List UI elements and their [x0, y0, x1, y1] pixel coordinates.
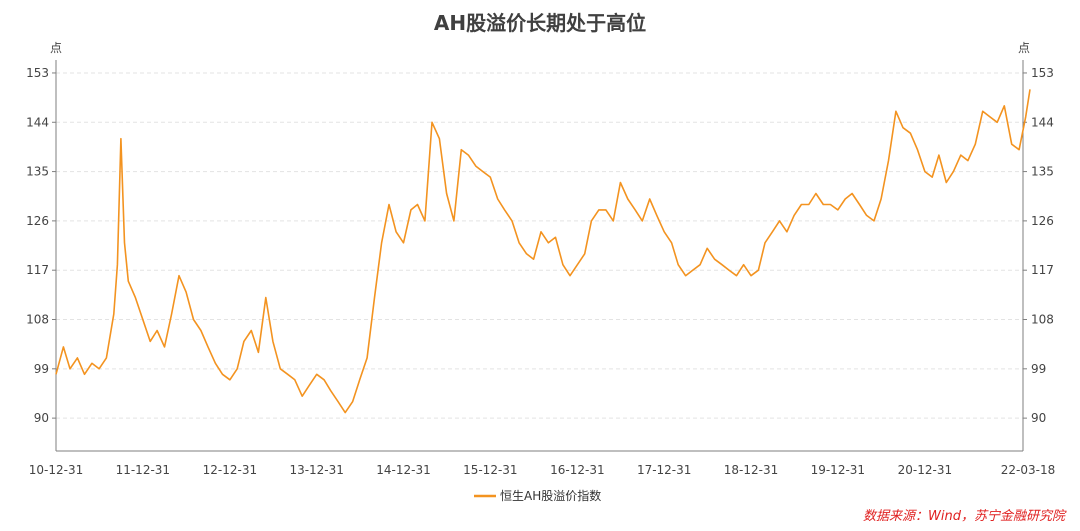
y-tick-label-right: 126: [1031, 214, 1054, 228]
x-tick-label: 17-12-31: [637, 463, 691, 477]
y-tick-label-right: 135: [1031, 165, 1054, 179]
legend-label: 恒生AH股溢价指数: [500, 488, 601, 503]
x-tick-label: 12-12-31: [203, 463, 257, 477]
axes: 90 90 99 99 108 108 117 117 126 126 135 135 144 144 15…: [26, 60, 1055, 477]
y-unit-left: 点: [50, 41, 62, 55]
series-layer: [55, 89, 1031, 414]
series-line-ah-premium: [55, 89, 1031, 414]
y-tick-label-right: 144: [1031, 115, 1054, 129]
y-tick-label-right: 99: [1031, 362, 1046, 376]
chart-title: AH股溢价长期处于高位: [434, 11, 646, 35]
y-tick-label-left: 99: [34, 362, 49, 376]
grid-lines: [56, 72, 1023, 419]
y-tick-label-right: 153: [1031, 66, 1054, 80]
y-tick-label-left: 117: [26, 263, 49, 277]
x-tick-label: 15-12-31: [463, 463, 517, 477]
x-tick-label: 10-12-31: [29, 463, 83, 477]
y-tick-label-left: 153: [26, 66, 49, 80]
x-tick-label: 16-12-31: [550, 463, 604, 477]
y-tick-label-left: 135: [26, 165, 49, 179]
y-tick-label-right: 90: [1031, 411, 1046, 425]
y-tick-label-left: 126: [26, 214, 49, 228]
y-tick-label-left: 90: [34, 411, 49, 425]
x-tick-label: 13-12-31: [289, 463, 343, 477]
y-tick-label-left: 144: [26, 115, 49, 129]
y-tick-label-right: 117: [1031, 263, 1054, 277]
source-note: 数据来源：Wind，苏宁金融研究院: [863, 508, 1067, 524]
x-tick-label: 22-03-18: [1001, 463, 1055, 477]
x-tick-label: 20-12-31: [898, 463, 952, 477]
x-tick-label: 19-12-31: [811, 463, 865, 477]
y-unit-right: 点: [1018, 41, 1030, 55]
x-tick-label: 11-12-31: [116, 463, 170, 477]
x-tick-label: 14-12-31: [376, 463, 430, 477]
y-tick-label-right: 108: [1031, 313, 1054, 327]
x-tick-label: 18-12-31: [724, 463, 778, 477]
legend: 恒生AH股溢价指数: [474, 488, 601, 503]
y-tick-label-left: 108: [26, 313, 49, 327]
